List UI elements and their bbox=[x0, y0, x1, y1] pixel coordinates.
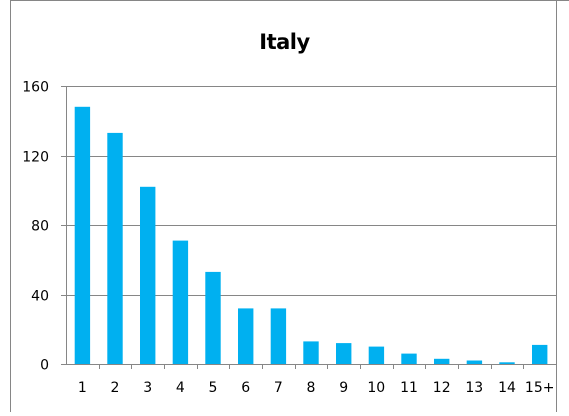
y-tick-labels: 0 40 80 120 160 bbox=[22, 80, 49, 374]
bar bbox=[499, 362, 515, 364]
axes bbox=[61, 86, 557, 369]
bar bbox=[205, 271, 221, 364]
bar bbox=[336, 343, 352, 364]
gridlines bbox=[66, 86, 556, 296]
x-tick-label: 11 bbox=[400, 380, 418, 396]
x-tick-label: 13 bbox=[465, 380, 483, 396]
x-tick-label: 14 bbox=[498, 380, 516, 396]
bar bbox=[74, 106, 91, 365]
y-tick-label: 40 bbox=[31, 289, 49, 305]
x-tick-label: 4 bbox=[176, 380, 185, 396]
bar bbox=[172, 240, 189, 364]
x-tick-label: 10 bbox=[367, 380, 385, 396]
bar bbox=[532, 344, 548, 364]
x-tick-label: 6 bbox=[241, 380, 250, 396]
x-tick-label: 3 bbox=[143, 380, 152, 396]
bar bbox=[270, 308, 287, 364]
bars bbox=[74, 106, 548, 365]
bar bbox=[368, 346, 385, 364]
x-tick-label: 5 bbox=[209, 380, 218, 396]
x-tick-labels: 1 2 3 4 5 6 7 8 9 10 11 12 13 14 15+ bbox=[78, 380, 555, 396]
bar bbox=[401, 353, 417, 364]
x-tick-label: 15+ bbox=[525, 380, 555, 396]
x-tick-label: 2 bbox=[111, 380, 120, 396]
x-tick-label: 9 bbox=[339, 380, 348, 396]
x-tick-label: 8 bbox=[307, 380, 316, 396]
x-tick-label: 7 bbox=[274, 380, 283, 396]
x-tick-label: 1 bbox=[78, 380, 87, 396]
bar bbox=[140, 186, 156, 364]
y-tick-label: 120 bbox=[22, 150, 49, 166]
bar bbox=[238, 308, 254, 364]
bar bbox=[466, 360, 483, 364]
bar bbox=[107, 132, 123, 364]
bar bbox=[434, 358, 450, 364]
y-tick-label: 0 bbox=[40, 358, 49, 374]
y-tick-label: 80 bbox=[31, 219, 49, 235]
y-tick-label: 160 bbox=[22, 80, 49, 96]
bar bbox=[303, 341, 319, 364]
x-tick-label: 12 bbox=[433, 380, 451, 396]
chart-title: Italy bbox=[259, 30, 310, 54]
